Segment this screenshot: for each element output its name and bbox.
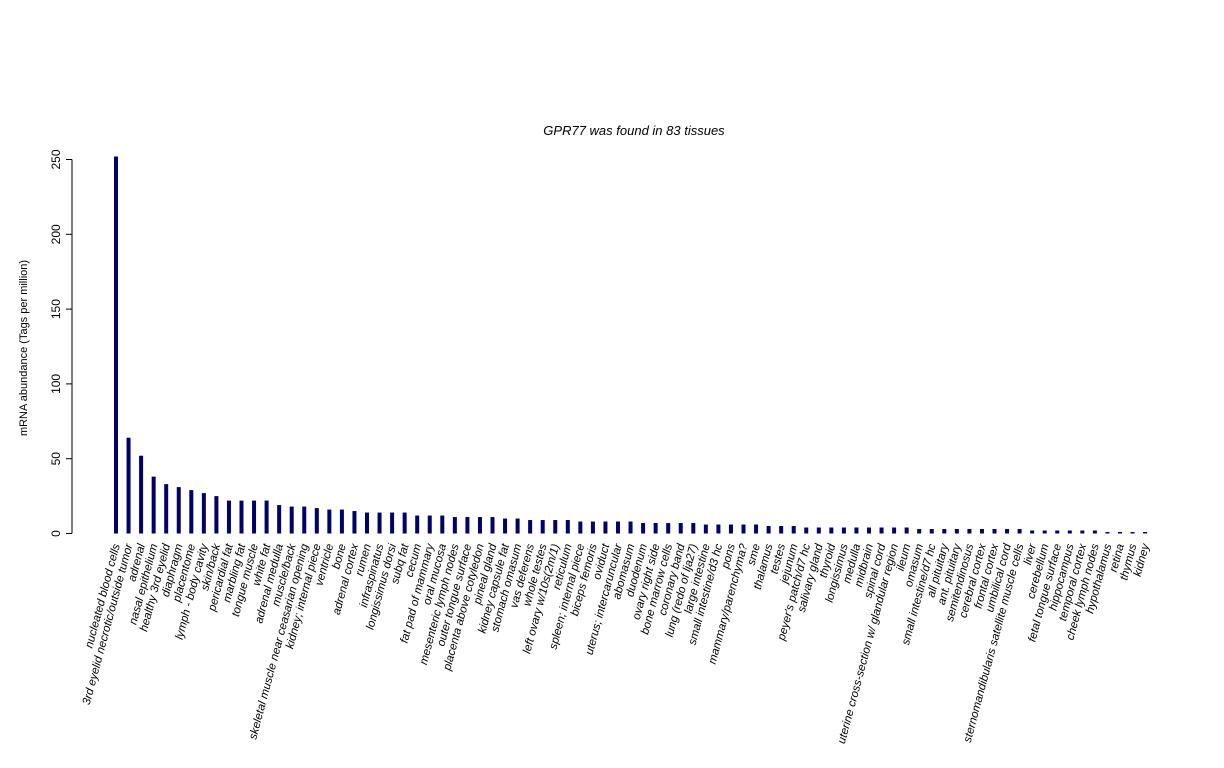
- bar: [590, 521, 595, 534]
- bar: [979, 529, 984, 534]
- bar: [565, 520, 570, 534]
- bar: [967, 529, 972, 534]
- y-tick-label: 100: [49, 374, 63, 394]
- bar: [239, 500, 244, 534]
- bar: [754, 524, 759, 534]
- bar: [1118, 532, 1122, 534]
- bar: [942, 529, 947, 534]
- bar: [540, 520, 545, 534]
- bar: [503, 518, 508, 534]
- bar: [415, 515, 420, 534]
- bar: [277, 505, 282, 534]
- bar: [854, 527, 859, 534]
- bar: [126, 437, 131, 534]
- bar: [691, 523, 696, 534]
- bar: [365, 512, 369, 534]
- bar: [603, 521, 608, 534]
- chart-title: GPR77 was found in 83 tissues: [543, 123, 725, 138]
- bar: [114, 156, 118, 534]
- bar: [164, 484, 169, 534]
- bar: [653, 523, 658, 534]
- bar: [477, 517, 482, 534]
- bar: [1017, 529, 1022, 534]
- bar: [791, 526, 796, 534]
- bar: [1055, 530, 1060, 534]
- bar: [829, 527, 834, 534]
- bar: [1130, 532, 1135, 534]
- bar: [515, 518, 520, 534]
- bar: [226, 500, 231, 534]
- bar: [1143, 532, 1148, 534]
- bar: [741, 524, 746, 534]
- bar: [528, 520, 533, 534]
- bar: [339, 509, 344, 534]
- bar: [841, 527, 846, 534]
- bar: [1092, 530, 1097, 534]
- bar: [728, 524, 733, 534]
- bar: [1080, 530, 1085, 534]
- y-tick-label: 150: [49, 299, 63, 319]
- bar: [779, 526, 784, 534]
- bar: [289, 506, 294, 534]
- bar: [616, 521, 620, 534]
- bar: [1042, 530, 1047, 534]
- bar: [1067, 530, 1072, 534]
- bar: [804, 527, 809, 534]
- bar: [214, 496, 219, 534]
- bars: [114, 156, 1148, 534]
- bar: [917, 529, 922, 534]
- bar: [766, 526, 771, 534]
- bar: [867, 527, 871, 534]
- bar: [189, 490, 194, 534]
- bar: [490, 517, 495, 534]
- y-tick-label: 250: [49, 149, 63, 169]
- bar: [678, 523, 683, 534]
- bar: [578, 521, 583, 534]
- x-tick-label: liver: [1022, 542, 1039, 567]
- y-tick-label: 200: [49, 224, 63, 244]
- bar: [252, 500, 257, 534]
- bar: [302, 506, 307, 534]
- bar: [904, 527, 909, 534]
- bar: [816, 527, 821, 534]
- bar: [327, 509, 332, 534]
- y-tick-label: 0: [49, 530, 63, 537]
- bar: [139, 455, 144, 534]
- bar: [666, 523, 671, 534]
- y-axis-label: mRNA abundance (Tags per million): [18, 260, 30, 436]
- bar: [440, 515, 445, 534]
- bar: [992, 529, 997, 534]
- bar: [314, 508, 319, 534]
- bar: [390, 512, 395, 534]
- bar: [352, 511, 357, 534]
- bar: [716, 524, 721, 534]
- bar: [377, 512, 382, 534]
- bar: [954, 529, 959, 534]
- bar: [641, 523, 646, 534]
- bar: [1030, 530, 1035, 534]
- bar: [452, 517, 457, 534]
- bar: [427, 515, 432, 534]
- bar: [465, 517, 470, 534]
- bar: [892, 527, 897, 534]
- bar: [929, 529, 934, 534]
- bar: [1105, 532, 1110, 534]
- bar: [151, 476, 156, 534]
- bar: [553, 520, 558, 534]
- y-tick-label: 50: [49, 452, 63, 466]
- x-tick-label: sme: [746, 543, 763, 567]
- bar: [402, 512, 407, 534]
- bar: [1005, 529, 1010, 534]
- y-axis: 0 50 100 150 200 250: [49, 149, 73, 537]
- bar: [703, 524, 708, 534]
- bar: [201, 493, 206, 534]
- bar: [879, 527, 884, 534]
- bar: [628, 521, 633, 534]
- bar: [264, 500, 269, 534]
- bar: [176, 487, 181, 534]
